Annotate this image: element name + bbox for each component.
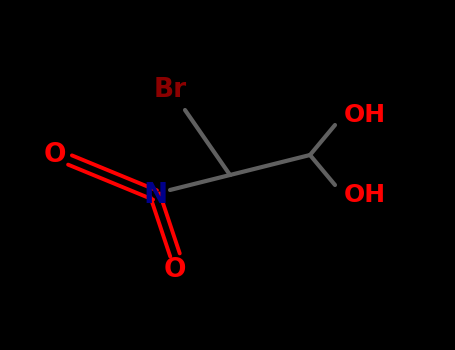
Text: OH: OH	[344, 103, 386, 127]
Text: Br: Br	[153, 77, 187, 103]
Text: O: O	[164, 257, 186, 283]
Text: OH: OH	[344, 183, 386, 207]
Text: N: N	[143, 181, 167, 209]
Text: O: O	[44, 142, 66, 168]
